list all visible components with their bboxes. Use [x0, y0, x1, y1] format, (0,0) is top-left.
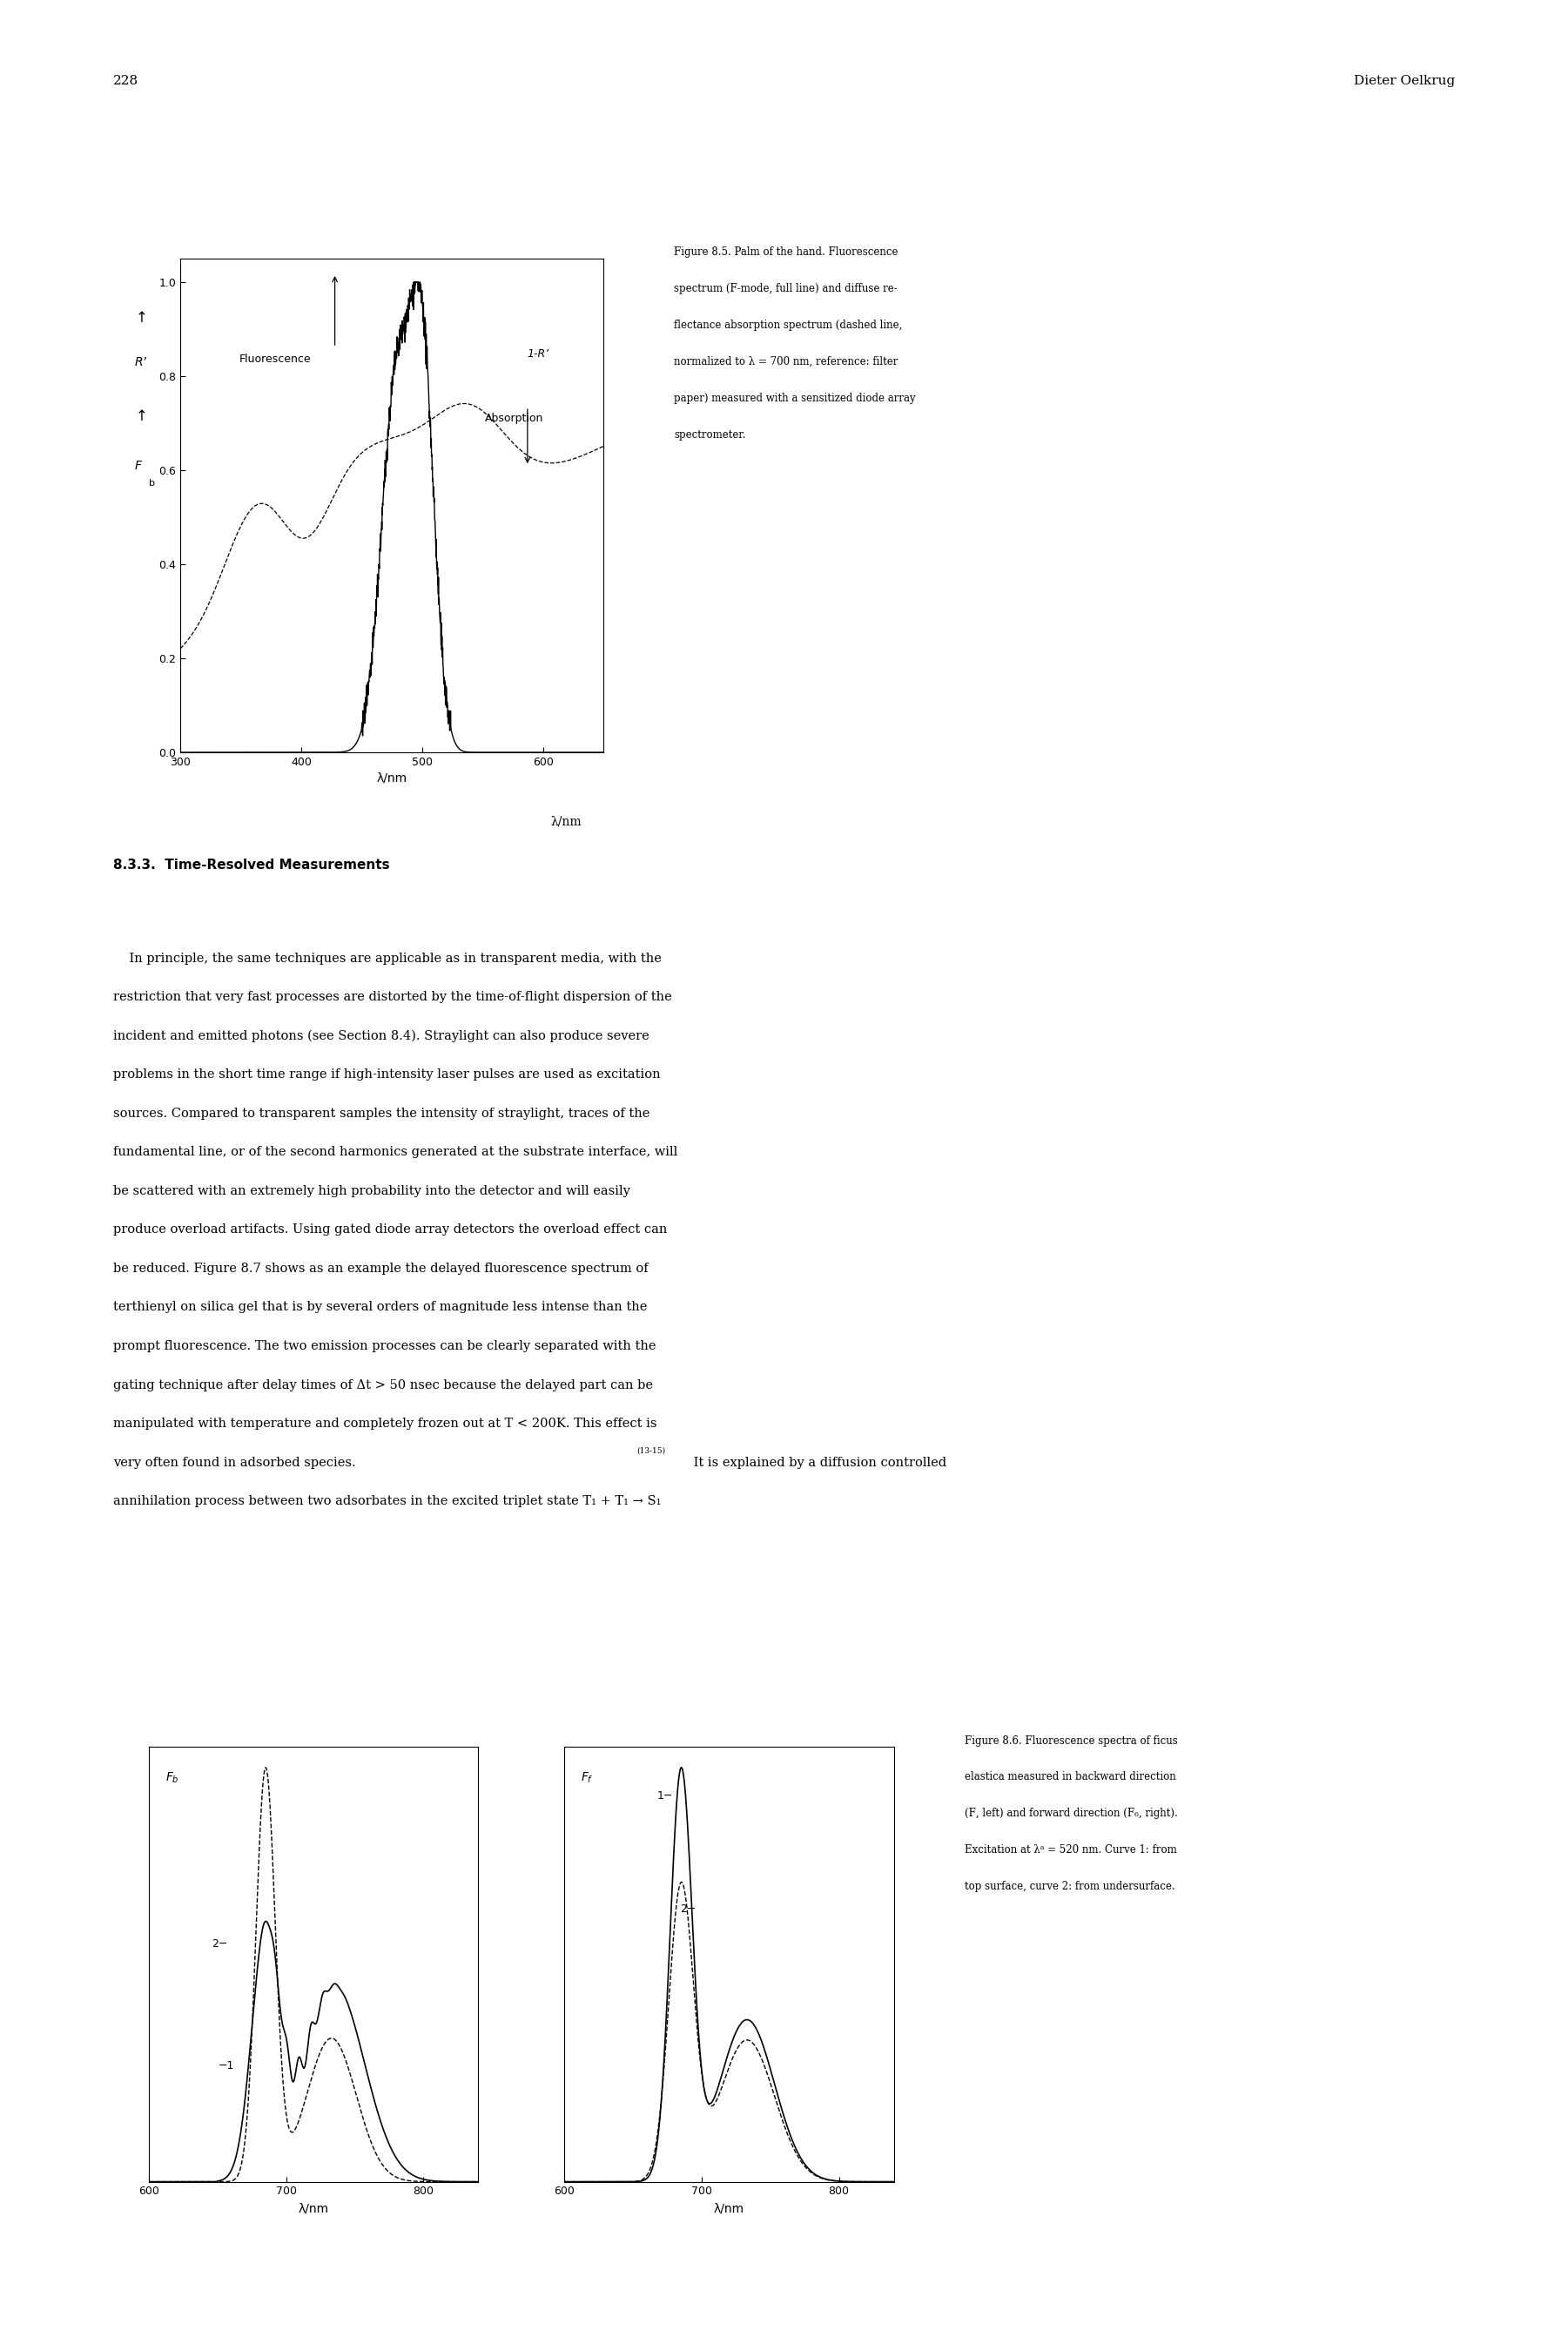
Text: elastica measured in backward direction: elastica measured in backward direction	[964, 1773, 1176, 1782]
X-axis label: λ/nm: λ/nm	[713, 2203, 745, 2215]
Text: F: F	[135, 461, 141, 473]
Text: b: b	[149, 480, 155, 487]
Text: problems in the short time range if high-intensity laser pulses are used as exci: problems in the short time range if high…	[113, 1067, 660, 1081]
Text: Absorption: Absorption	[485, 414, 544, 423]
Text: paper) measured with a sensitized diode array: paper) measured with a sensitized diode …	[674, 393, 916, 404]
Text: prompt fluorescence. The two emission processes can be clearly separated with th: prompt fluorescence. The two emission pr…	[113, 1340, 655, 1352]
Text: incident and emitted photons (see Section 8.4). Straylight can also produce seve: incident and emitted photons (see Sectio…	[113, 1030, 649, 1041]
Text: be reduced. Figure 8.7 shows as an example the delayed fluorescence spectrum of: be reduced. Figure 8.7 shows as an examp…	[113, 1262, 648, 1274]
Text: be scattered with an extremely high probability into the detector and will easil: be scattered with an extremely high prob…	[113, 1185, 630, 1197]
Text: Excitation at λᵃ = 520 nm. Curve 1: from: Excitation at λᵃ = 520 nm. Curve 1: from	[964, 1843, 1176, 1855]
Text: $\mathit{F}_b$: $\mathit{F}_b$	[166, 1770, 179, 1784]
Text: annihilation process between two adsorbates in the excited triplet state T₁ + T₁: annihilation process between two adsorba…	[113, 1495, 662, 1507]
Text: Figure 8.5. Palm of the hand. Fluorescence: Figure 8.5. Palm of the hand. Fluorescen…	[674, 247, 898, 259]
Text: spectrometer.: spectrometer.	[674, 428, 746, 440]
Text: 1-R’: 1-R’	[527, 348, 549, 360]
Text: λ/nm: λ/nm	[550, 816, 582, 828]
Text: spectrum (F⁢-mode, full line) and diffuse re-: spectrum (F⁢-mode, full line) and diffus…	[674, 284, 898, 294]
Text: Fluorescence: Fluorescence	[240, 353, 312, 364]
X-axis label: λ/nm: λ/nm	[298, 2203, 329, 2215]
Text: Dieter Oelkrug: Dieter Oelkrug	[1353, 75, 1455, 87]
Text: In principle, the same techniques are applicable as in transparent media, with t: In principle, the same techniques are ap…	[113, 952, 662, 964]
Text: 1−: 1−	[657, 1789, 673, 1801]
Text: 228: 228	[113, 75, 138, 87]
Text: $\mathit{F}_f$: $\mathit{F}_f$	[580, 1770, 594, 1784]
Text: top surface, curve 2: from undersurface.: top surface, curve 2: from undersurface.	[964, 1881, 1174, 1893]
Text: fundamental line, or of the second harmonics generated at the substrate interfac: fundamental line, or of the second harmo…	[113, 1147, 677, 1159]
Text: gating technique after delay times of Δt > 50 nsec because the delayed part can : gating technique after delay times of Δt…	[113, 1378, 652, 1392]
Text: produce overload artifacts. Using gated diode array detectors the overload effec: produce overload artifacts. Using gated …	[113, 1225, 666, 1237]
Text: flectance absorption spectrum (dashed line,: flectance absorption spectrum (dashed li…	[674, 320, 903, 331]
Text: R’: R’	[135, 357, 147, 369]
Text: 2−: 2−	[681, 1904, 696, 1914]
Text: 8.3.3.  Time-Resolved Measurements: 8.3.3. Time-Resolved Measurements	[113, 858, 389, 872]
Text: normalized to λ = 700 nm, reference: filter: normalized to λ = 700 nm, reference: fil…	[674, 355, 898, 367]
Text: ↑: ↑	[135, 310, 147, 327]
Text: 2−: 2−	[212, 1937, 227, 1949]
Text: sources. Compared to transparent samples the intensity of straylight, traces of : sources. Compared to transparent samples…	[113, 1107, 649, 1119]
Text: terthienyl on silica gel that is by several orders of magnitude less intense tha: terthienyl on silica gel that is by seve…	[113, 1302, 648, 1314]
Text: manipulated with temperature and completely frozen out at T < 200K. This effect : manipulated with temperature and complet…	[113, 1418, 657, 1429]
Text: ↑: ↑	[135, 409, 147, 426]
Text: Figure 8.6. Fluorescence spectra of ficus: Figure 8.6. Fluorescence spectra of ficu…	[964, 1735, 1178, 1747]
X-axis label: λ/nm: λ/nm	[376, 771, 408, 783]
Text: (13-15): (13-15)	[637, 1448, 665, 1455]
Text: very often found in adsorbed species.: very often found in adsorbed species.	[113, 1458, 356, 1469]
Text: restriction that very fast processes are distorted by the time-of-flight dispers: restriction that very fast processes are…	[113, 992, 671, 1004]
Text: −1: −1	[218, 2059, 234, 2071]
Text: (F⁢, left) and forward direction (F₆, right).: (F⁢, left) and forward direction (F₆, ri…	[964, 1808, 1178, 1820]
Text: It is explained by a diffusion controlled: It is explained by a diffusion controlle…	[690, 1458, 947, 1469]
